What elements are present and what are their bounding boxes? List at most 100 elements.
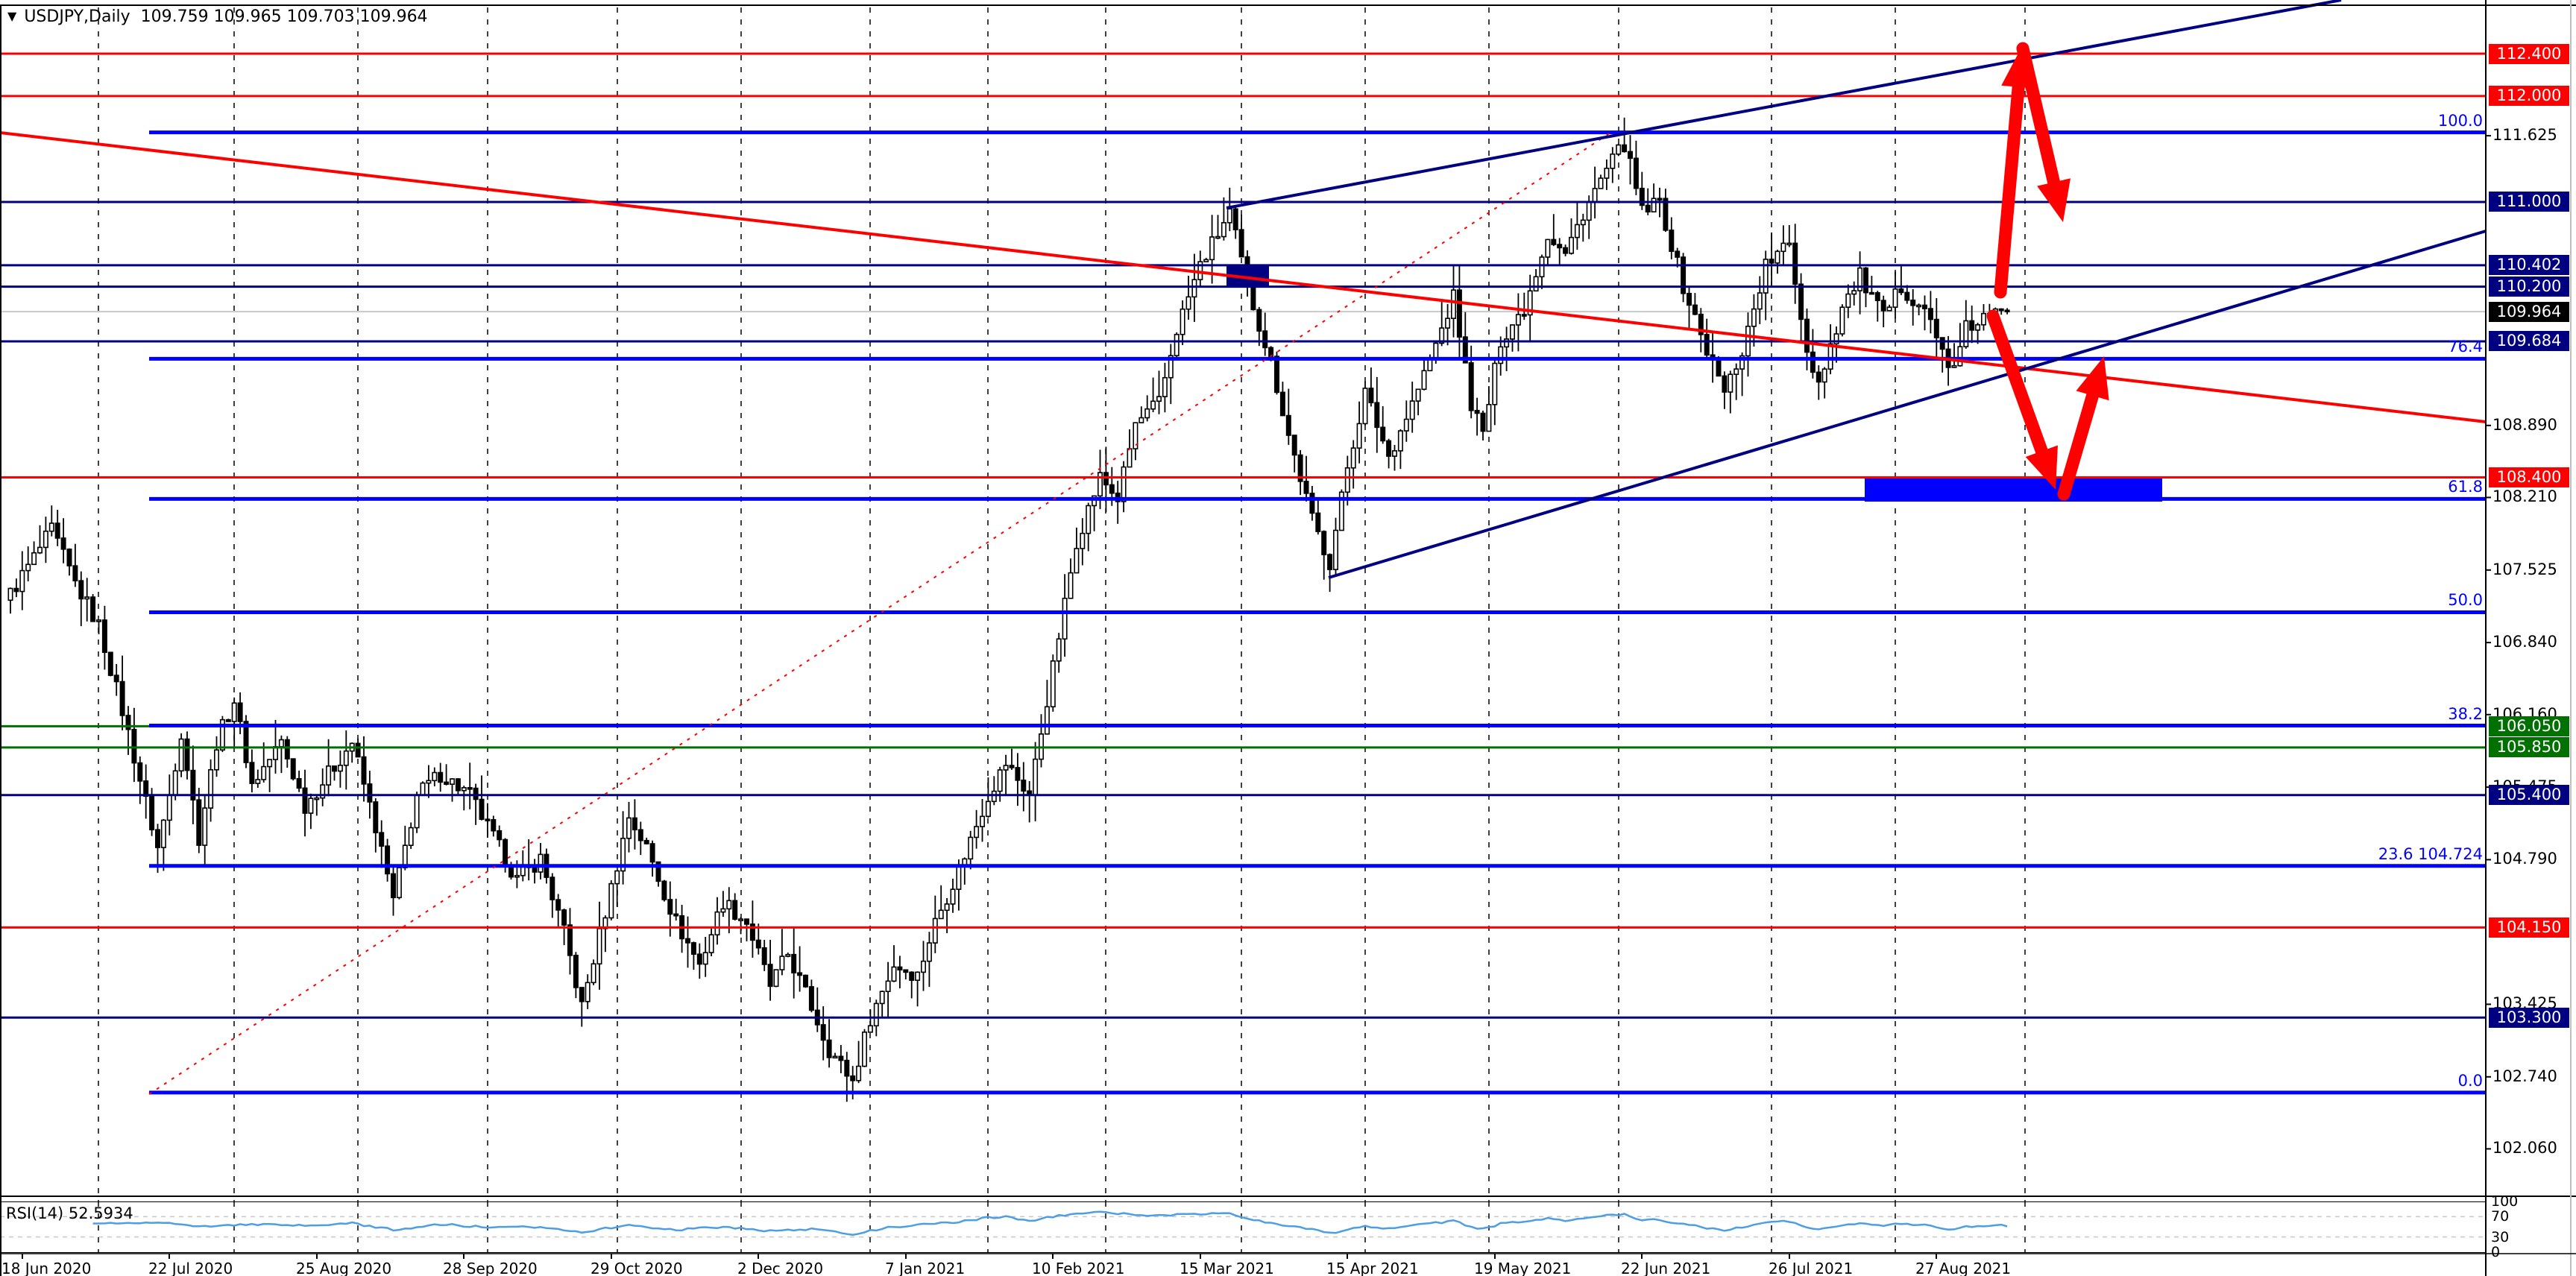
candle-body (1291, 435, 1297, 456)
candle-body (997, 769, 1003, 792)
candle-body (1610, 153, 1616, 169)
candle-body (1068, 572, 1074, 599)
candle-body (1015, 767, 1021, 781)
candle-body (1262, 330, 1268, 349)
scenario-bounce-from-108400-shaft[interactable] (2057, 385, 2100, 501)
candle-body (838, 1055, 844, 1061)
candle-body (491, 819, 497, 832)
candle-body (178, 738, 184, 772)
scenario-bounce-from-108400-head[interactable] (2076, 356, 2109, 401)
candle-body (1274, 356, 1280, 394)
candle-body (1851, 290, 1857, 295)
candle-body (1121, 466, 1127, 502)
candle-body (255, 779, 261, 784)
candle-body (1397, 430, 1403, 452)
candle-body (1309, 493, 1315, 514)
candle-body (1232, 208, 1238, 230)
candle-body (832, 1055, 838, 1059)
candle-body (1209, 236, 1215, 261)
candle-body (272, 746, 278, 760)
candle-body (826, 1039, 832, 1058)
candle-body (1969, 320, 1975, 331)
candle-body (308, 798, 314, 814)
candle-body (561, 909, 567, 926)
candle-body (66, 549, 72, 566)
scenario-up-to-112400-shaft[interactable] (1994, 76, 2026, 299)
scenario-down-from-112400-head[interactable] (2037, 178, 2070, 222)
candle-body (1769, 259, 1774, 264)
candle-body (1598, 177, 1604, 189)
candle-body (950, 888, 956, 905)
candle-body (761, 947, 767, 965)
scenario-down-to-108400-head[interactable] (2025, 445, 2058, 490)
scenario-down-to-108400-shaft[interactable] (1986, 309, 2050, 462)
candle-body (1445, 318, 1451, 329)
candle-body (213, 749, 219, 771)
candle-body (1380, 426, 1386, 442)
candle-body (591, 963, 596, 984)
candle-body (1898, 288, 1904, 294)
candle-body (1839, 306, 1845, 335)
descending-resistance-trendline[interactable] (0, 131, 2487, 423)
rsi-line (92, 1210, 2008, 1236)
candle-body (355, 742, 361, 758)
candle-body (101, 619, 107, 654)
candle-body (166, 795, 172, 821)
date-axis-label: 26 Jul 2021 (1769, 1260, 1854, 1276)
date-axis-label: 25 Aug 2020 (296, 1260, 392, 1276)
candle-body (37, 546, 42, 554)
candle-body (343, 750, 349, 766)
candle-body (1498, 346, 1504, 364)
candle-body (1663, 198, 1669, 231)
candle-body (1557, 244, 1563, 249)
candle-body (803, 974, 809, 988)
candle-body (1315, 512, 1321, 532)
candle-body (1933, 318, 1939, 338)
scenario-down-from-112400-shaft[interactable] (2016, 42, 2062, 193)
candle-body (1321, 531, 1327, 555)
candle-body (155, 829, 161, 848)
date-axis-label: 22 Jul 2020 (148, 1260, 233, 1276)
candle-body (1910, 299, 1916, 306)
candle-body (1704, 334, 1710, 356)
candle-body (1480, 412, 1486, 432)
candle-body (684, 938, 690, 944)
price-level-badge: 112.400 (2489, 43, 2569, 64)
candle-body (732, 900, 738, 920)
candle-body (791, 953, 797, 974)
candle-body (1833, 333, 1839, 345)
candle-body (1592, 188, 1598, 203)
candle-body (7, 587, 13, 601)
candle-body (414, 794, 420, 829)
candle-body (573, 955, 579, 988)
candle-body (202, 807, 208, 846)
candle-body (1622, 144, 1628, 153)
candle-body (1628, 151, 1634, 160)
candle-body (497, 830, 503, 841)
candle-body (78, 580, 84, 600)
candle-body (1698, 313, 1704, 335)
candle-body (1551, 239, 1557, 245)
price-tick-label: 103.425 (2492, 994, 2557, 1013)
ascending-channel-upper-trendline[interactable] (1226, 0, 2342, 209)
candle-body (738, 918, 744, 921)
date-axis-label: 2 Dec 2020 (737, 1260, 824, 1276)
candle-body (1669, 230, 1675, 252)
candle-body (1504, 338, 1510, 348)
date-axis-label: 22 Jun 2021 (1621, 1260, 1711, 1276)
candle-body (696, 953, 702, 965)
candle-body (379, 832, 385, 847)
candle-body (649, 843, 655, 863)
candle-body (1521, 314, 1527, 317)
candle-body (1580, 219, 1586, 226)
candle-body (1144, 408, 1150, 419)
candle-body (1722, 375, 1728, 393)
rsi-scale-label: 30 (2491, 1228, 2510, 1245)
candle-body (1868, 291, 1874, 295)
rsi-indicator-label: RSI(14) 52.5934 (6, 1204, 133, 1222)
ascending-support-trendline[interactable] (1328, 230, 2487, 579)
collapse-icon[interactable]: ▼ (7, 9, 17, 23)
candle-body (1892, 288, 1898, 308)
